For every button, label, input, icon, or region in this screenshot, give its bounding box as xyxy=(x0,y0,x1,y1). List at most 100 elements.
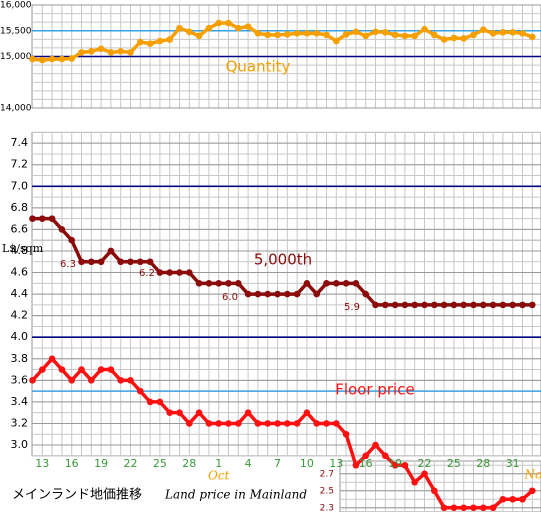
data-point xyxy=(117,258,124,266)
data-point xyxy=(362,32,370,40)
x-tick-label: 25 xyxy=(153,457,167,470)
data-point xyxy=(519,30,526,37)
y-tick-label: 3.2 xyxy=(11,416,29,429)
data-point xyxy=(509,28,516,36)
data-point xyxy=(68,236,75,244)
data-point xyxy=(303,280,311,287)
data-point xyxy=(529,33,536,41)
data-point xyxy=(431,31,438,39)
x-tick-label: 10 xyxy=(300,457,314,470)
data-point xyxy=(254,290,262,298)
series-label: 5,000th xyxy=(254,251,312,269)
data-point xyxy=(176,24,183,32)
data-point xyxy=(382,452,389,460)
caption-ja: メインランド地価推移 xyxy=(12,488,142,503)
y3-tick-label: 2.7 xyxy=(320,469,334,479)
data-point xyxy=(39,366,46,373)
data-point xyxy=(127,258,134,266)
data-point xyxy=(284,290,291,298)
data-point xyxy=(137,387,144,395)
data-point xyxy=(333,37,340,45)
data-point xyxy=(480,26,487,34)
x-tick-label: 19 xyxy=(388,457,402,470)
data-point xyxy=(421,25,428,33)
data-point xyxy=(156,269,164,276)
x-tick-label: 25 xyxy=(447,457,461,470)
data-point xyxy=(88,258,95,266)
data-point xyxy=(78,49,85,56)
data-point xyxy=(470,31,477,39)
data-point xyxy=(284,31,291,38)
data-point xyxy=(39,56,46,64)
data-point xyxy=(176,409,183,416)
y-tick-label: 14,000 xyxy=(0,104,32,114)
data-point xyxy=(78,258,85,266)
data-point xyxy=(274,420,281,427)
data-point xyxy=(284,420,291,427)
data-point xyxy=(274,31,281,39)
month-label: Oct xyxy=(208,469,230,483)
data-point xyxy=(58,226,66,233)
data-point xyxy=(342,31,350,38)
data-point xyxy=(372,301,379,309)
data-point xyxy=(39,215,46,222)
y-tick-label: 3.8 xyxy=(11,352,29,365)
y-tick-label: 4.6 xyxy=(11,266,29,279)
series-line xyxy=(31,357,534,510)
data-point xyxy=(166,269,173,276)
annotation: 5.9 xyxy=(344,302,360,313)
data-point xyxy=(470,504,477,512)
x-tick-label: 16 xyxy=(65,457,79,470)
data-point xyxy=(117,377,124,384)
data-point xyxy=(117,48,124,55)
y2-tick-label: 7.0 xyxy=(11,179,29,192)
y-tick-label: 16,000 xyxy=(0,1,32,11)
data-point xyxy=(303,30,311,37)
data-point xyxy=(323,280,330,287)
y3-tick-label: 2.5 xyxy=(320,486,334,496)
data-point xyxy=(225,420,232,427)
data-point xyxy=(382,28,389,36)
data-point xyxy=(303,409,311,416)
data-point xyxy=(29,377,36,384)
data-point xyxy=(107,247,115,255)
y2-tick-label: 6.6 xyxy=(11,222,29,235)
data-point xyxy=(244,409,252,416)
data-point xyxy=(431,487,438,495)
annotation: 6.2 xyxy=(139,268,155,279)
data-point xyxy=(450,301,458,309)
data-point xyxy=(186,420,193,427)
x-tick-label: 28 xyxy=(182,457,196,470)
y-tick-label: 4.4 xyxy=(11,287,29,300)
data-point xyxy=(411,32,419,40)
data-point xyxy=(460,35,468,42)
data-point xyxy=(186,269,193,276)
data-point xyxy=(254,30,262,37)
data-point xyxy=(401,301,409,309)
data-point xyxy=(382,301,389,309)
data-point xyxy=(480,301,487,309)
data-point xyxy=(107,49,115,56)
data-point xyxy=(450,504,458,512)
data-point xyxy=(323,420,330,427)
y2-tick-label: 7.4 xyxy=(11,136,29,149)
data-point xyxy=(97,366,105,373)
data-point xyxy=(97,45,105,53)
data-point xyxy=(264,290,272,298)
data-point xyxy=(293,30,301,37)
data-point xyxy=(342,280,350,287)
data-point xyxy=(431,301,438,309)
data-point xyxy=(264,420,272,427)
x-tick-label: 19 xyxy=(94,457,108,470)
data-point xyxy=(519,301,526,309)
y-tick-label: 15,500 xyxy=(0,26,32,36)
series-line xyxy=(32,216,533,307)
data-point xyxy=(88,377,95,384)
data-point xyxy=(156,398,164,406)
x-tick-label: 31 xyxy=(506,457,520,470)
data-point xyxy=(58,366,66,373)
data-point xyxy=(176,269,183,276)
data-point xyxy=(411,301,419,309)
annotation: 6.0 xyxy=(222,292,238,303)
